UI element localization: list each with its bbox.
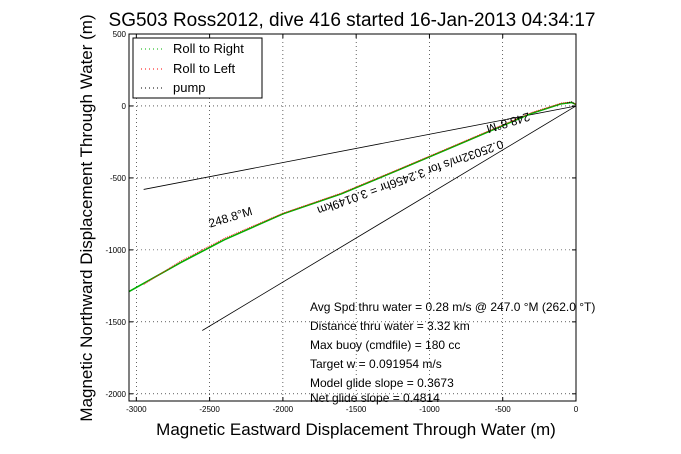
series-line [567, 101, 575, 105]
x-tick-label: -1000 [419, 405, 440, 414]
annotation-model-glide: Model glide slope = 0.3673 [310, 376, 454, 390]
legend-label-pump: pump [173, 80, 206, 95]
x-tick-label: -500 [495, 405, 512, 414]
annotation-avg-speed: Avg Spd thru water = 0.28 m/s @ 247.0 °M… [310, 300, 595, 314]
y-tick-label: -2000 [106, 390, 127, 399]
x-tick-label: -1500 [346, 405, 367, 414]
series-line [128, 101, 577, 293]
series-line [143, 101, 577, 285]
x-axis-label: Magnetic Eastward Displacement Through W… [156, 420, 556, 439]
y-axis-label: Magnetic Northward Displacement Through … [77, 14, 96, 421]
ticks: -3000 -2500 -2000 -1500 -1000 -500 0 500 0 -500 -1… [106, 30, 579, 414]
plot-frame [128, 33, 577, 402]
legend-label-roll-left: Roll to Left [173, 61, 236, 76]
stats-annotations: Avg Spd thru water = 0.28 m/s @ 247.0 °M… [310, 300, 595, 405]
reference-lines [143, 105, 577, 331]
series-group [128, 101, 577, 293]
annotation-distance: Distance thru water = 3.32 km [310, 319, 470, 333]
y-tick-label: 500 [113, 30, 127, 39]
chart-title: SG503 Ross2012, dive 416 started 16-Jan-… [109, 10, 596, 31]
y-tick-label: -1000 [106, 246, 127, 255]
legend-box [132, 37, 263, 99]
x-tick-label: 0 [574, 405, 579, 414]
x-tick-label: -2500 [199, 405, 220, 414]
x-tick-label: -3000 [126, 405, 147, 414]
y-tick-label: -1500 [106, 318, 127, 327]
x-tick-label: -2000 [273, 405, 294, 414]
reference-line [143, 105, 577, 190]
annotation-max-buoy: Max buoy (cmdfile) = 180 cc [310, 338, 460, 352]
y-tick-label: 0 [122, 102, 127, 111]
annotation-target-w: Target w = 0.091954 m/s [310, 357, 442, 371]
y-tick-label: -500 [110, 174, 127, 183]
reference-line [202, 105, 577, 331]
legend-label-roll-right: Roll to Right [173, 41, 244, 56]
legend: Roll to Right Roll to Left pump [132, 37, 263, 99]
annotation-net-glide: Net glide slope = 0.4814 [310, 391, 440, 405]
